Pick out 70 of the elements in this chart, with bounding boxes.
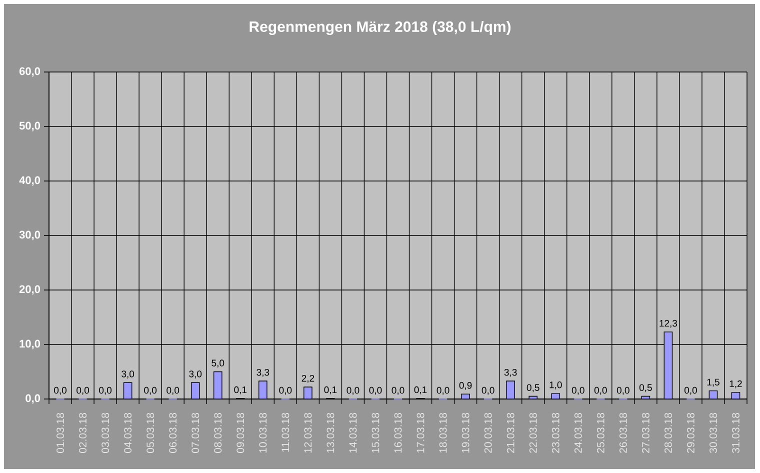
x-tick-label: 16.03.18 <box>394 412 402 453</box>
x-tick-label: 13.03.18 <box>326 412 334 453</box>
y-tick-label: 0,0 <box>26 394 40 404</box>
data-label: 12,3 <box>660 320 678 328</box>
data-label: 0,0 <box>436 386 450 395</box>
x-tick-label: 15.03.18 <box>372 412 380 453</box>
x-tick-label: 18.03.18 <box>439 412 447 453</box>
y-tick-label: 30,0 <box>19 230 40 240</box>
data-label: 0,0 <box>346 386 360 395</box>
data-label: 0,0 <box>684 386 697 395</box>
chart-title: Regenmengen März 2018 (38,0 L/qm) <box>250 20 511 36</box>
data-label: 0,5 <box>526 384 540 392</box>
x-tick-label: 21.03.18 <box>506 412 514 453</box>
x-tick-label: 04.03.18 <box>124 412 132 453</box>
data-label: 3,0 <box>122 370 134 378</box>
data-label: 0,0 <box>54 386 66 395</box>
data-label: 0,0 <box>482 386 494 395</box>
x-tick-label: 08.03.18 <box>214 412 222 453</box>
x-tick-label: 02.03.18 <box>79 412 87 453</box>
x-tick-label: 23.03.18 <box>552 412 560 453</box>
x-tick-label: 12.03.18 <box>304 412 312 453</box>
data-label: 0,1 <box>414 386 427 394</box>
y-tick-label: 50,0 <box>19 122 40 132</box>
y-tick-label: 10,0 <box>20 340 40 350</box>
data-label: 3,3 <box>256 368 270 377</box>
x-tick-label: 07.03.18 <box>192 412 200 453</box>
data-label: 0,9 <box>459 382 472 390</box>
data-label: 0,5 <box>639 384 652 392</box>
y-tick-label: 20,0 <box>19 285 40 295</box>
x-tick-label: 26.03.18 <box>619 412 627 453</box>
data-label: 2,2 <box>302 374 314 383</box>
x-tick-label: 06.03.18 <box>169 412 177 453</box>
x-tick-label: 05.03.18 <box>146 412 154 453</box>
data-label: 3,0 <box>189 370 202 378</box>
x-tick-label: 19.03.18 <box>462 412 470 453</box>
y-tick-label: 60,0 <box>19 67 40 77</box>
data-label: 0,0 <box>616 386 630 395</box>
data-label: 0,0 <box>144 386 157 395</box>
data-label: 0,1 <box>234 386 247 394</box>
data-label: 5,0 <box>212 360 224 368</box>
x-tick-label: 25.03.18 <box>596 412 604 453</box>
x-tick-label: 31.03.18 <box>732 412 740 453</box>
data-label: 1,0 <box>550 381 562 390</box>
data-label: 0,0 <box>572 386 584 395</box>
x-tick-label: 09.03.18 <box>236 412 244 453</box>
data-label: 1,5 <box>707 378 720 387</box>
x-tick-label: 01.03.18 <box>56 412 64 453</box>
x-tick-label: 10.03.18 <box>259 412 267 453</box>
x-tick-label: 27.03.18 <box>642 412 650 453</box>
data-label: 0,0 <box>166 386 180 395</box>
x-tick-label: 11.03.18 <box>282 412 290 452</box>
data-label: 0,0 <box>594 386 607 395</box>
y-tick-label: 40,0 <box>19 176 40 186</box>
x-tick-label: 22.03.18 <box>529 412 537 453</box>
x-tick-label: 30.03.18 <box>710 412 717 453</box>
x-tick-label: 28.03.18 <box>664 412 672 453</box>
data-label: 0,1 <box>324 386 337 394</box>
x-tick-label: 29.03.18 <box>687 412 694 453</box>
data-label: 0,0 <box>392 386 404 395</box>
x-tick-label: 03.03.18 <box>102 412 110 453</box>
x-tick-label: 14.03.18 <box>349 412 357 453</box>
data-label: 0,0 <box>76 386 90 395</box>
data-label: 0,0 <box>99 386 112 395</box>
x-tick-label: 20.03.18 <box>484 412 492 453</box>
data-label: 1,2 <box>730 380 742 388</box>
data-label: 0,0 <box>279 386 292 395</box>
data-label: 0,0 <box>369 386 382 395</box>
x-tick-label: 24.03.18 <box>574 412 582 453</box>
data-label: 3,3 <box>504 368 517 377</box>
x-tick-label: 17.03.18 <box>416 412 424 453</box>
